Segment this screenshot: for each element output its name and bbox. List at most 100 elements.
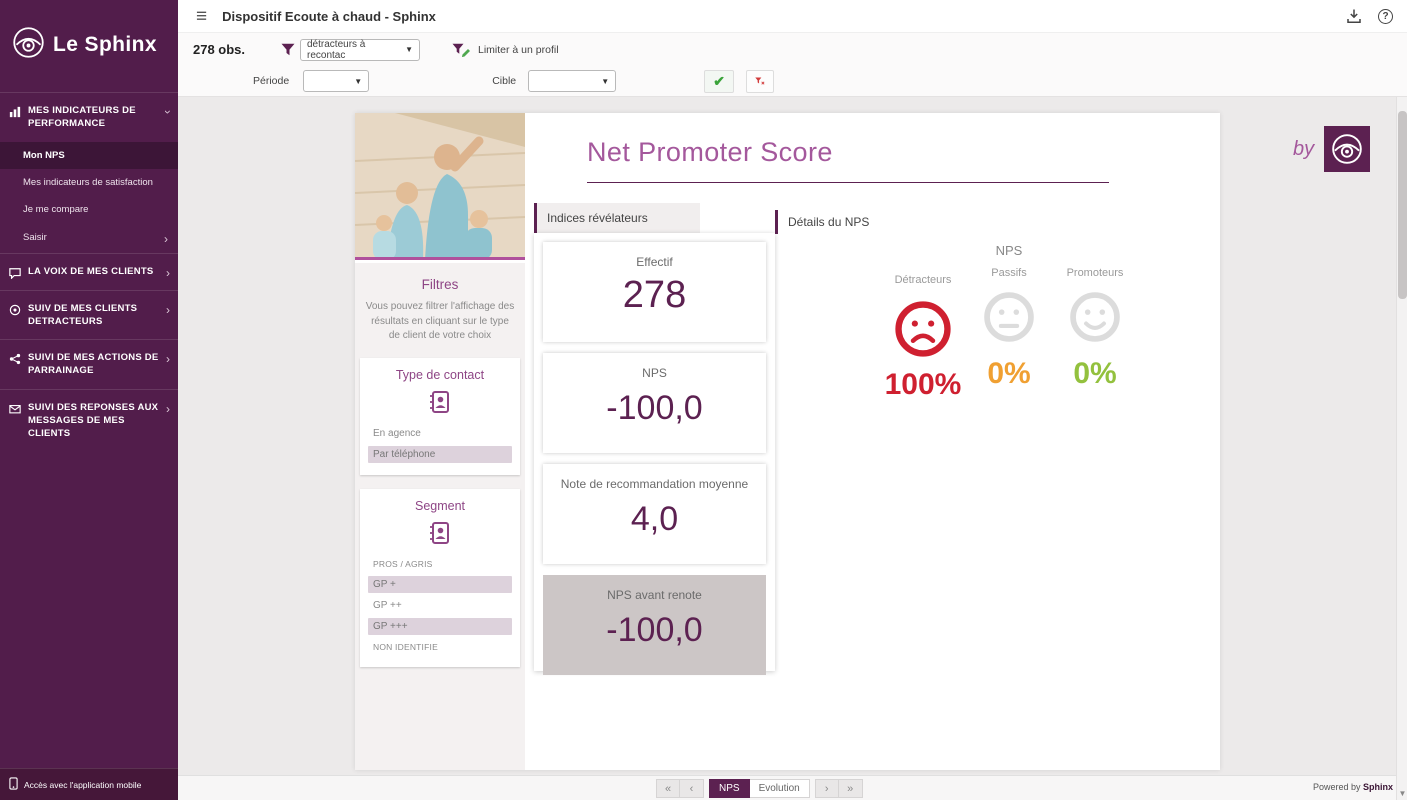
indices-section-header: Indices révélateurs (534, 203, 700, 233)
funnel-filter-icon[interactable] (281, 43, 295, 56)
bottom-bar: « ‹ NPS Evolution › » Powered by Sphinx (178, 775, 1407, 800)
indicator-card-nps-avant-renote: NPS avant renote -100,0 (543, 575, 766, 675)
headset-icon (9, 303, 21, 315)
contact-type-card: Type de contact En agence Par téléphone (360, 357, 520, 475)
passives-percent: 0% (987, 357, 1031, 390)
dropdown-arrow-icon: ▼ (354, 76, 363, 86)
vertical-scrollbar[interactable]: ▼ (1396, 97, 1407, 800)
sidebar-item-label: SUIVI DES REPONSES AUX MESSAGES DE MES C… (28, 401, 159, 440)
sidebar-subitem-label: Mes indicateurs de satisfaction (23, 176, 153, 188)
filters-description: Vous pouvez filtrer l'affichage des résu… (365, 301, 515, 341)
mobile-app-access[interactable]: Accès avec l'application mobile (0, 768, 178, 800)
scrollbar-thumb[interactable] (1398, 111, 1407, 299)
chevron-down-icon: › (161, 110, 175, 114)
sidebar-item-indicateurs-performance[interactable]: MES INDICATEURS DE PERFORMANCE › (0, 92, 178, 142)
indicator-label: Note de recommandation moyenne (560, 477, 749, 491)
indicator-value: 4,0 (630, 500, 679, 538)
report-header: Net Promoter Score by (525, 113, 1371, 195)
clear-filter-button[interactable] (746, 69, 775, 93)
powered-by-label: Powered by (1312, 782, 1361, 792)
top-bar: ≡ Dispositif Ecoute à chaud - Sphinx ? (178, 0, 1407, 33)
indicator-card-effectif: Effectif 278 (543, 242, 766, 342)
passives-group: Passifs 0% (966, 267, 1052, 402)
segment-card-icon (428, 521, 452, 550)
dropdown-arrow-icon: ▼ (601, 76, 610, 86)
sidebar-item-mon-nps[interactable]: Mon NPS (0, 141, 178, 169)
filter-profile-select[interactable]: détracteurs à recontac ▼ (300, 38, 420, 61)
observation-count: 278 obs. (193, 42, 246, 57)
sidebar-item-label: SUIV DE MES CLIENTS DETRACTEURS (28, 302, 138, 327)
report-title: Net Promoter Score (587, 137, 1109, 183)
sidebar-item-actions-parrainage[interactable]: SUIVI DE MES ACTIONS DE PARRAINAGE › (0, 339, 178, 389)
sidebar-item-label: LA VOIX DE MES CLIENTS (28, 265, 154, 277)
share-icon (9, 352, 21, 365)
group-label: Passifs (991, 267, 1027, 279)
sad-face-icon[interactable] (894, 300, 952, 358)
details-section-header: Détails du NPS (775, 210, 869, 234)
neutral-face-icon[interactable] (983, 291, 1035, 343)
next-page-button[interactable]: › (814, 779, 839, 798)
sidebar-subitem-label: Je me compare (23, 203, 89, 215)
envelope-icon (9, 402, 21, 414)
previous-page-button[interactable]: ‹ (680, 779, 704, 798)
powered-by: Powered by Sphinx (1313, 782, 1393, 792)
logo-text: Le Sphinx (53, 33, 157, 56)
period-toolbar: Période ▼ Cible ▼ ✔ (178, 66, 1407, 97)
contact-type-title: Type de contact (395, 367, 485, 382)
indicator-value: 278 (622, 274, 687, 316)
cible-select[interactable]: ▼ (528, 70, 617, 92)
chevron-right-icon: › (166, 352, 170, 367)
mobile-app-label: Accès avec l'application mobile (24, 779, 142, 790)
filter-option-gp2[interactable]: GP ++ (373, 599, 402, 611)
chevron-right-icon: › (166, 401, 170, 416)
hamburger-menu-icon[interactable]: ≡ (196, 5, 208, 27)
limit-profile-icon[interactable] (452, 43, 471, 57)
sphinx-logo[interactable]: Le Sphinx (0, 0, 178, 92)
tab-nps[interactable]: NPS (709, 779, 750, 798)
sidebar-item-reponses-messages[interactable]: SUIVI DES REPONSES AUX MESSAGES DE MES C… (0, 388, 178, 452)
filter-option-par-telephone[interactable]: Par téléphone (368, 445, 512, 463)
indicator-card-nps: NPS -100,0 (543, 353, 766, 453)
filter-option-non-identifie[interactable]: NON IDENTIFIE (373, 641, 438, 652)
filter-option-en-agence[interactable]: En agence (373, 427, 421, 439)
filter-option-pros-agris[interactable]: PROS / AGRIS (373, 558, 433, 569)
sidebar-subitem-label: Saisir (23, 232, 47, 244)
indicator-card-note-moyenne: Note de recommandation moyenne 4,0 (543, 464, 766, 564)
chevron-right-icon: › (166, 265, 170, 280)
filter-option-gp3[interactable]: GP +++ (368, 617, 512, 635)
chevron-right-icon: › (164, 231, 168, 246)
help-icon[interactable]: ? (1378, 8, 1393, 24)
apply-filter-button[interactable]: ✔ (704, 69, 735, 93)
sphinx-brand-icon (1324, 126, 1371, 172)
filter-profile-value: détracteurs à recontac (307, 38, 366, 61)
first-page-button[interactable]: « (656, 779, 680, 798)
sidebar-item-voix-clients[interactable]: LA VOIX DE MES CLIENTS › (0, 252, 178, 290)
happy-face-icon[interactable] (1069, 291, 1121, 343)
segment-title: Segment (414, 498, 466, 513)
indices-section: Effectif 278 NPS -100,0 Note de recomman… (534, 233, 775, 675)
sidebar-item-je-me-compare[interactable]: Je me compare (0, 196, 178, 223)
check-icon: ✔ (713, 72, 725, 89)
sidebar-item-saisir[interactable]: Saisir › (0, 223, 178, 253)
page-title: Dispositif Ecoute à chaud - Sphinx (222, 8, 436, 24)
promoters-percent: 0% (1073, 357, 1117, 390)
by-label: by (1293, 137, 1315, 160)
group-label: Détracteurs (894, 274, 952, 286)
download-icon[interactable] (1346, 8, 1362, 24)
sidebar-item-indicateurs-satisfaction[interactable]: Mes indicateurs de satisfaction (0, 169, 178, 196)
dropdown-arrow-icon: ▼ (405, 45, 413, 54)
pagination: « ‹ NPS Evolution › » (656, 779, 863, 798)
last-page-button[interactable]: » (838, 779, 863, 798)
promoters-group: Promoteurs 0% (1052, 267, 1138, 402)
family-photo (355, 113, 525, 260)
sidebar-item-label: MES INDICATEURS DE PERFORMANCE (28, 105, 136, 130)
indicator-label: Effectif (636, 255, 673, 269)
filter-option-gp1[interactable]: GP + (368, 575, 512, 593)
periode-select[interactable]: ▼ (303, 70, 370, 92)
tab-evolution[interactable]: Evolution (749, 779, 810, 798)
indicator-value: -100,0 (606, 389, 703, 427)
scrollbar-down-arrow[interactable]: ▼ (1398, 789, 1407, 798)
sidebar: Le Sphinx MES INDICATEURS DE PERFORMANCE… (0, 0, 178, 800)
sidebar-item-suivi-detracteurs[interactable]: SUIV DE MES CLIENTS DETRACTEURS › (0, 289, 178, 340)
